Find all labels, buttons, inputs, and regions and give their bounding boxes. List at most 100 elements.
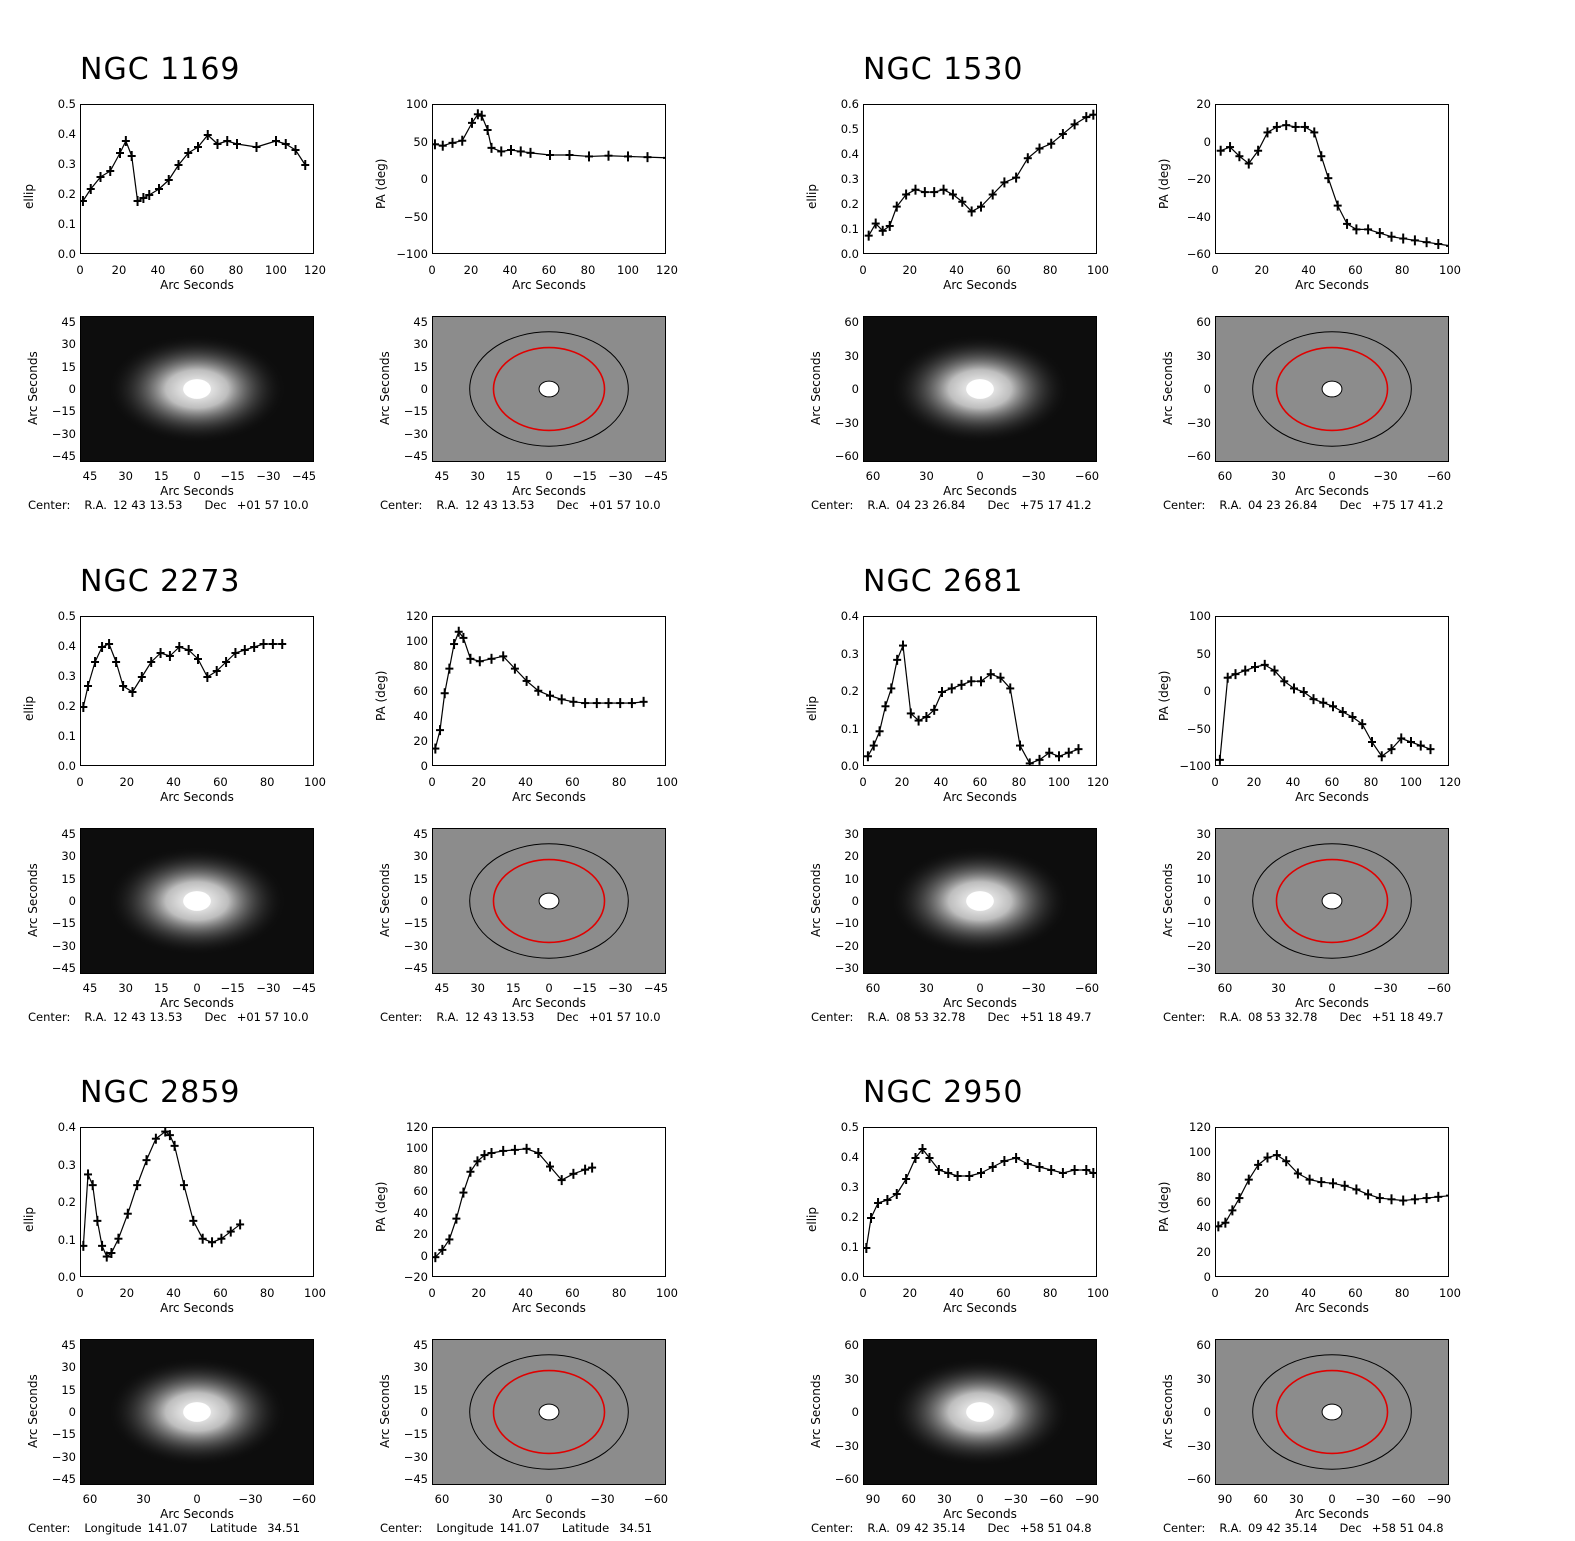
series-segment <box>202 1238 213 1243</box>
galaxy-image <box>80 1339 314 1485</box>
series-segment <box>905 189 916 196</box>
series-segment <box>217 140 228 145</box>
center-part: 141.07 <box>147 1521 188 1535</box>
series-segment <box>1264 664 1275 672</box>
profile-plot <box>80 616 314 766</box>
series-segment <box>980 673 992 682</box>
fit-ellipse-black <box>469 1354 629 1470</box>
series-segment <box>207 670 218 678</box>
y-tick-label: 0.1 <box>57 729 76 743</box>
x-axis-label: Arc Seconds <box>160 1301 234 1315</box>
image-y-tick: 45 <box>61 1338 76 1352</box>
series-segment <box>588 155 609 158</box>
series-segment <box>948 1172 958 1177</box>
series-segment <box>1344 1185 1357 1191</box>
x-tick-label: 0 <box>1211 263 1219 277</box>
center-part: R.A. <box>867 1010 890 1024</box>
center-part: Center: <box>380 498 423 512</box>
image-x-axis-label: Arc Seconds <box>1295 1507 1369 1521</box>
x-tick-label: 40 <box>1285 775 1301 789</box>
image-x-axis-label: Arc Seconds <box>1295 996 1369 1010</box>
x-tick-label: 100 <box>1439 1286 1461 1300</box>
y-tick-label: −40 <box>1186 209 1211 224</box>
center-part: R.A. <box>84 498 107 512</box>
series-segment <box>225 652 236 663</box>
center-coordinates: Center: R.A. 09 42 35.14 Dec +58 51 04.8 <box>811 1521 1092 1535</box>
series-segment <box>169 646 180 657</box>
center-part: R.A. <box>867 498 890 512</box>
series-segment <box>143 194 150 199</box>
series-segment <box>90 176 101 190</box>
series-segment <box>100 170 111 178</box>
image-y-tick: 10 <box>844 871 859 886</box>
fit-ellipse-red <box>492 858 606 944</box>
data-point <box>81 702 88 712</box>
galaxy-title: NGC 2950 <box>863 1075 1024 1110</box>
series-segment <box>471 113 479 124</box>
series-segment <box>1337 205 1348 225</box>
series-segment <box>875 223 884 232</box>
y-tick-label: 20 <box>1196 1245 1211 1259</box>
image-x-tick: 30 <box>1289 1492 1304 1506</box>
y-tick-label: 0.5 <box>57 97 76 111</box>
center-part: Center: <box>28 498 71 512</box>
y-tick-label: 20 <box>413 1227 428 1242</box>
center-coordinates: Center: R.A. 08 53 32.78 Dec +51 18 49.7 <box>811 1010 1092 1024</box>
series-segment <box>961 201 973 212</box>
series-segment <box>444 668 450 694</box>
y-tick-label: 0.2 <box>840 197 859 211</box>
series-segment <box>1426 241 1439 245</box>
center-part: +58 51 04.8 <box>1019 1521 1092 1535</box>
x-tick-label: 100 <box>1439 263 1461 277</box>
series-segment <box>442 142 453 147</box>
center-part: Latitude <box>209 1521 258 1535</box>
image-x-tick: −15 <box>572 469 597 483</box>
series-segment <box>1321 1181 1334 1184</box>
center-coordinates: Center: Longitude 141.07 Latitude 34.51 <box>380 1521 652 1535</box>
galaxy-panel: NGC 2273 0 20 40 60 80 100 0.0 0.1 0.2 0.3 0.4 0.5 Ar… <box>0 512 783 1024</box>
x-tick-label: 20 <box>1254 263 1270 277</box>
center-coordinates: Center: R.A. 04 23 26.84 Dec +75 17 41.2 <box>1163 498 1444 512</box>
series-segment <box>896 194 907 207</box>
y-tick-label: 0.1 <box>57 217 76 231</box>
x-tick-label: 20 <box>463 263 479 277</box>
series-segment <box>1058 752 1069 757</box>
series-segment <box>922 1148 930 1159</box>
x-tick-label: 0 <box>428 263 436 277</box>
y-tick-label: 0.4 <box>57 127 76 141</box>
center-part: Dec <box>556 1010 579 1024</box>
image-x-axis-label: Arc Seconds <box>512 1507 586 1521</box>
series-segment <box>887 1193 898 1201</box>
series-segment <box>453 631 460 645</box>
x-tick-label: 60 <box>996 263 1011 277</box>
series-segment <box>1320 156 1329 179</box>
series-segment <box>1229 146 1240 157</box>
image-y-tick: 0 <box>1203 1405 1211 1419</box>
series-segment <box>1051 1169 1064 1174</box>
image-y-tick: −45 <box>403 961 428 975</box>
series-segment <box>501 149 512 153</box>
image-x-tick: 60 <box>434 1492 450 1506</box>
image-y-axis-label: Arc Seconds <box>26 1374 40 1448</box>
y-tick-label: 0.3 <box>57 157 76 171</box>
x-tick-label: 80 <box>1011 775 1027 789</box>
image-x-tick: 0 <box>976 469 984 483</box>
series-segment <box>1086 114 1094 118</box>
series-segment <box>1029 759 1040 764</box>
series-segment <box>101 1245 108 1257</box>
y-axis-label: ellip <box>805 695 819 721</box>
x-tick-label: 0 <box>859 263 867 277</box>
series-segment <box>216 661 227 672</box>
x-tick-label: 80 <box>1042 1286 1058 1300</box>
series-segment <box>101 643 110 648</box>
series-segment <box>561 698 574 703</box>
center-part: 04 23 26.84 <box>895 498 966 512</box>
center-coordinates: Center: R.A. 08 53 32.78 Dec +51 18 49.7 <box>1163 1010 1444 1024</box>
x-tick-label: 20 <box>902 263 918 277</box>
image-x-tick: −45 <box>291 469 317 483</box>
image-y-tick: 0 <box>68 382 76 396</box>
y-tick-label: −100 <box>396 247 428 261</box>
image-x-tick: 60 <box>1253 1492 1268 1506</box>
image-y-tick: 30 <box>61 849 76 864</box>
galaxy-panel: NGC 2950 0 20 40 60 80 100 0.0 0.1 0.2 0.3 0.4 0.5 Ar… <box>783 1023 1566 1535</box>
